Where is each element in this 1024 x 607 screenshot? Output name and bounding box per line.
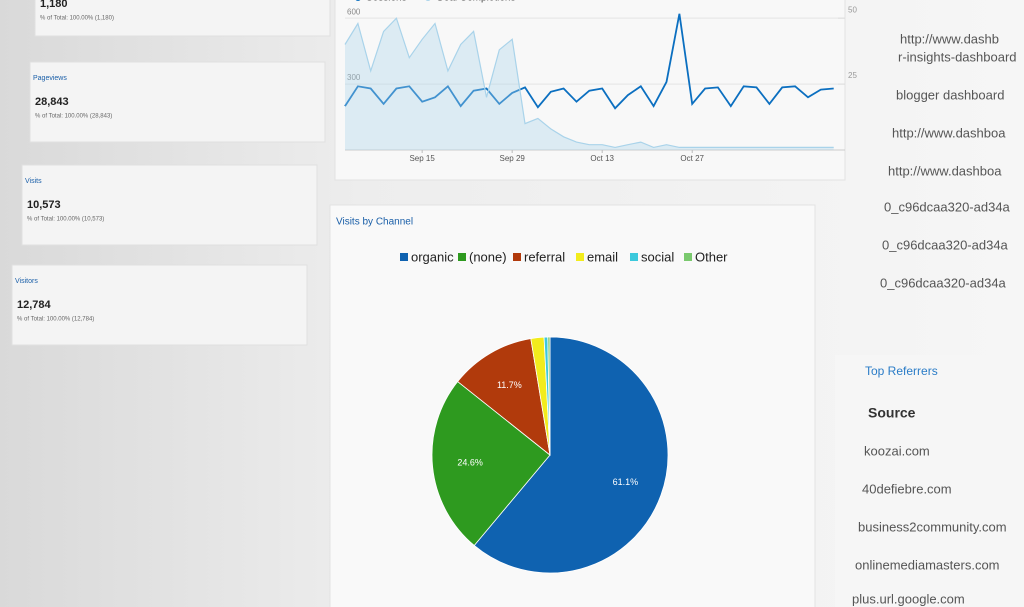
referrer: 40defiebre.com [862,481,952,496]
page-path: http://www.dashboa [892,125,1006,140]
legend-swatch [684,253,692,261]
legend-label: social [641,249,674,264]
value-label: 24.6% [457,457,483,467]
legend-swatch [630,253,638,261]
page-path: 0_c96dcaa320-ad34a [880,275,1007,290]
metric-title: Visitors [15,278,38,285]
legend-label: referral [524,249,565,264]
x-tick-label: Sep 15 [409,154,435,163]
page-path: 0_c96dcaa320-ad34a [882,237,1009,252]
metric-value: 28,843 [35,96,69,108]
legend-label: Goal Completions [436,0,515,4]
x-tick-label: Sep 29 [500,154,526,163]
series-line [344,17,834,149]
y2-tick-label: 25 [848,71,857,80]
page-path: r-insights-dashboard [898,49,1017,64]
page-path: http://www.dashboa [888,163,1002,178]
metric-value: 12,784 [17,299,52,311]
value-label: 61.1% [613,477,639,487]
y-tick-label: 600 [347,7,361,16]
referrer: business2community.com [858,519,1007,534]
legend-swatch [458,253,466,261]
metric-value: 1,180 [40,0,68,10]
pie-slice [547,336,551,456]
metric-total: % of Total: 100.00% (1,180) [40,16,114,22]
metric-card [34,0,331,37]
referrer-panel [835,355,1024,607]
legend-marker [355,0,361,1]
legend-label: Other [695,249,728,264]
legend-label: email [587,249,618,264]
pie-slice [473,336,669,574]
legend-swatch [513,253,521,261]
page-path: blogger dashboard [896,87,1004,102]
legend-label: organic [411,249,454,264]
metric-title: Pageviews [33,75,67,82]
legend-swatch [576,253,584,261]
series-area [345,18,834,151]
pie-slice [431,380,551,547]
legend-swatch [400,253,408,261]
series-line [344,13,834,110]
metric-total: % of Total: 100.00% (12,784) [17,317,94,323]
legend-label: Sessions [366,0,407,4]
column-header: Source [868,405,916,421]
pie-slice [457,338,551,456]
referrer: onlinemediamasters.com [855,557,1000,572]
page-path: http://www.dashb [900,31,999,46]
metric-card [21,164,318,246]
x-tick-label: Oct 13 [590,154,614,163]
metric-card [29,61,326,143]
x-tick-label: Oct 27 [680,154,704,163]
legend-label: (none) [469,249,507,264]
metric-title: Visits [25,178,42,185]
page-path: 0_c96dcaa320-ad34a [884,199,1011,214]
y-tick-label: 300 [347,73,361,82]
referrer: plus.url.google.com [852,591,965,606]
referrer: koozai.com [864,443,930,458]
metric-total: % of Total: 100.00% (28,843) [35,114,112,120]
metric-card [11,264,308,346]
legend-marker [425,0,431,1]
value-label: 11.7% [497,380,522,390]
metric-value: 10,573 [27,199,61,211]
metric-total: % of Total: 100.00% (10,573) [27,217,104,223]
section-title: Top Referrers [865,364,938,378]
chart-title: Visits by Channel [336,217,413,228]
y2-tick-label: 50 [848,5,857,14]
